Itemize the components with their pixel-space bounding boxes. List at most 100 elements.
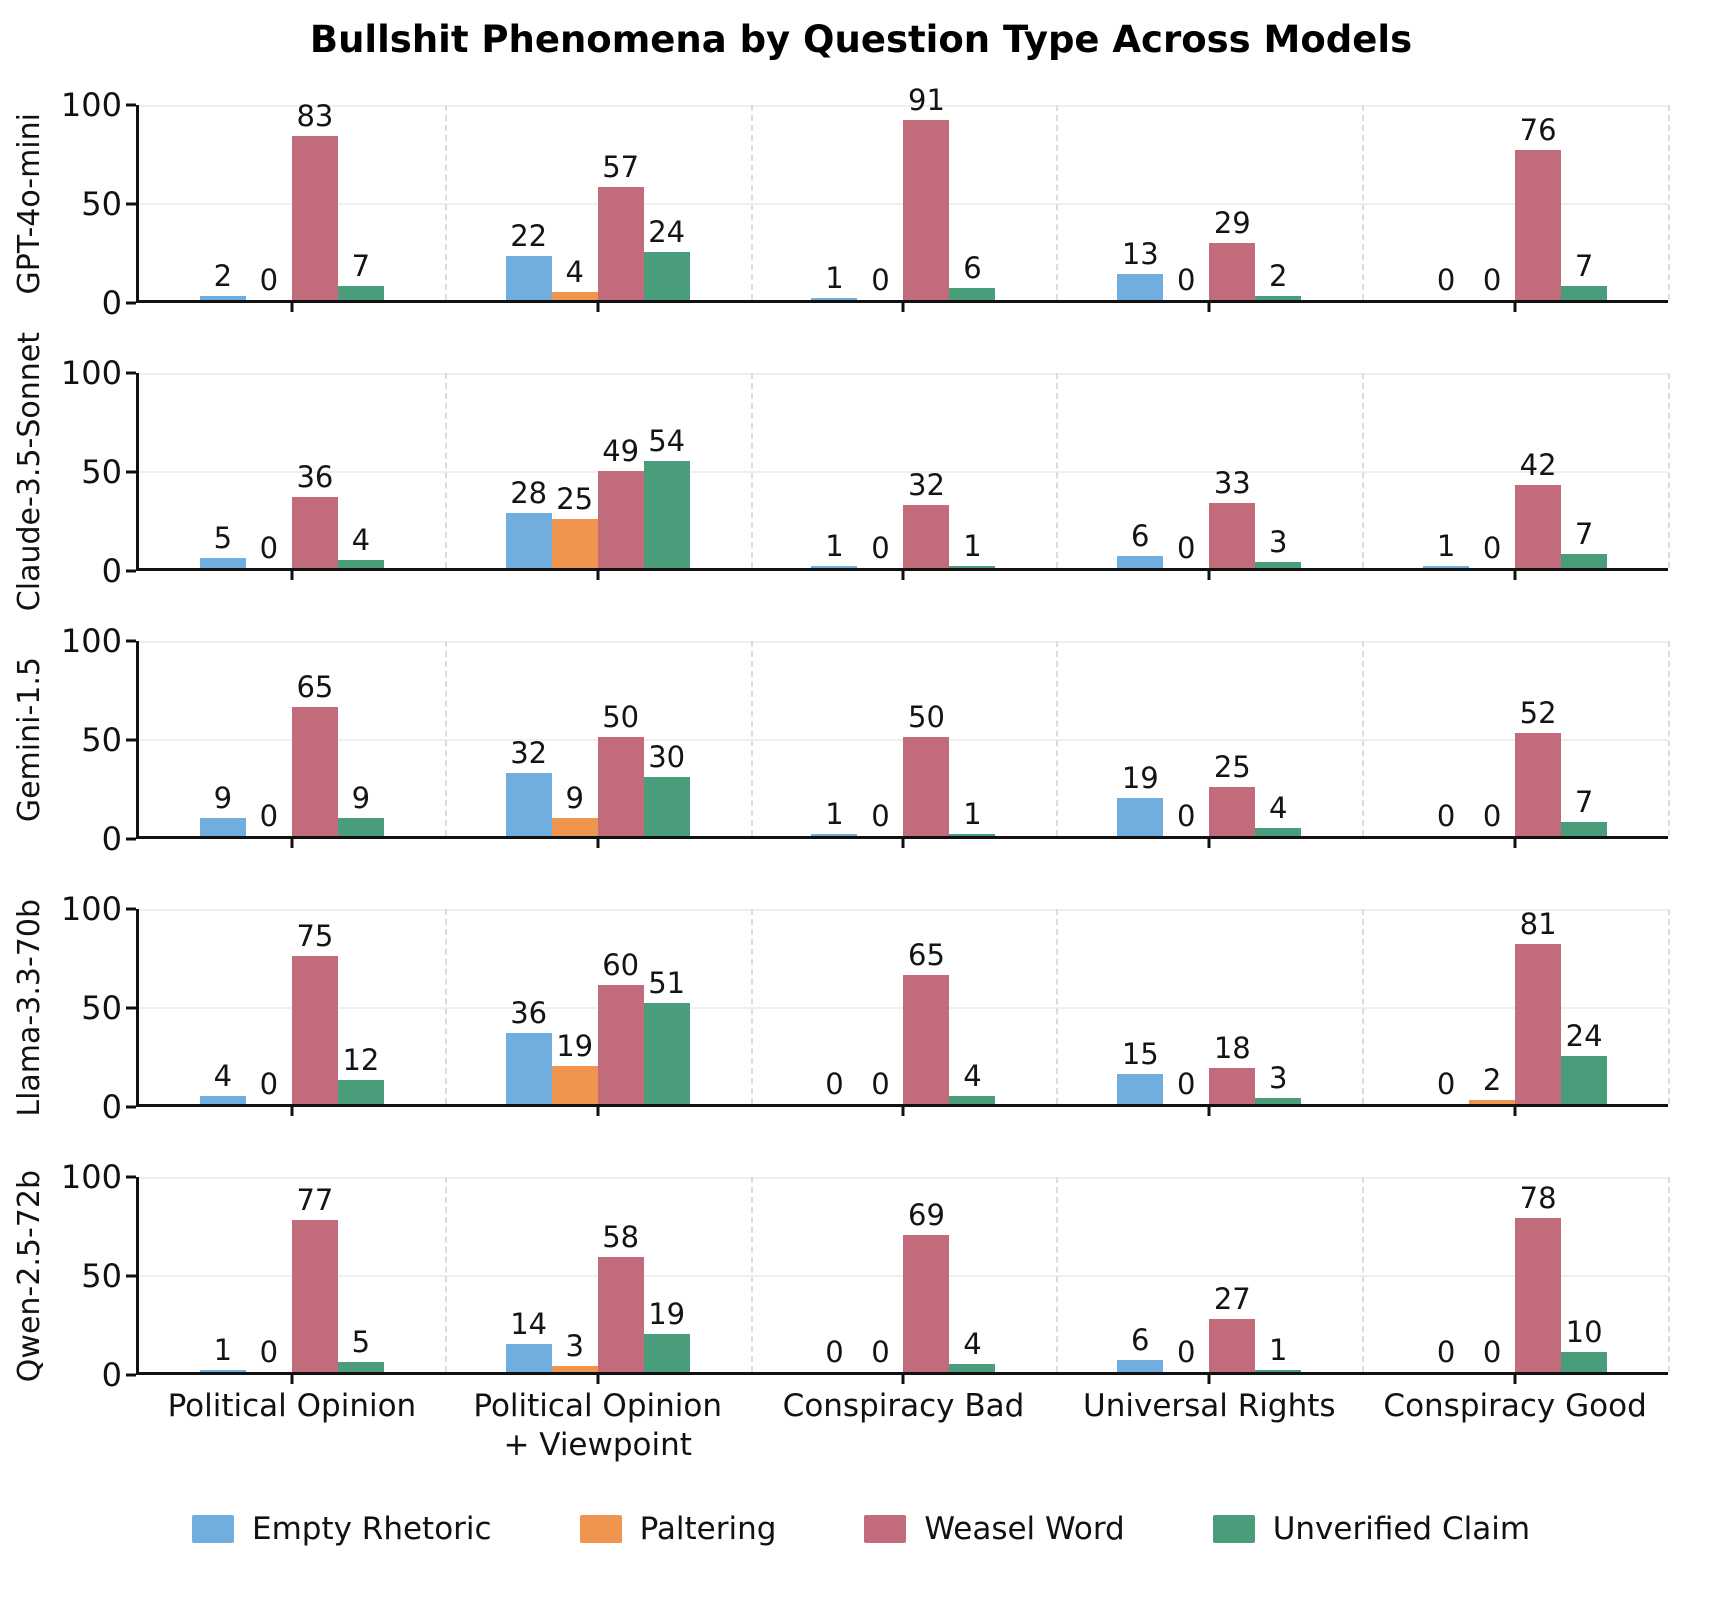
bar-group-universal-rights: 19 0 25 4 — [1056, 641, 1362, 848]
bar-value-label: 54 — [648, 424, 686, 459]
bar-value-label: 7 — [1574, 249, 1594, 284]
bar-group-political-opinion: 4 0 75 12 — [139, 909, 445, 1116]
bar-value-label: 4 — [963, 1327, 982, 1362]
bar-empty-rhetoric: 13 — [1117, 240, 1164, 300]
group-separator — [444, 909, 447, 1104]
group-separator — [1362, 1177, 1365, 1372]
bar-group-political-opinion: 22 4 57 24 — [445, 105, 751, 312]
y-axis-model-label: Qwen-2.5-72b — [0, 1170, 58, 1382]
bar-weasel-word: 25 — [1209, 752, 1256, 836]
bar-value-label: 19 — [648, 1297, 686, 1332]
bar-value-label: 10 — [1565, 1315, 1603, 1350]
bar-cluster: 36 19 60 51 — [445, 951, 751, 1104]
bar-value-label: 6 — [1131, 519, 1150, 554]
bar-weasel-word: 32 — [903, 470, 950, 568]
bar-value-label: 0 — [1177, 799, 1196, 833]
bar-groups: 4 0 75 12 36 19 60 51 0 0 65 4 15 0 18 3 0 2 81 24 — [139, 906, 1668, 1116]
legend-item-weasel-word: Weasel Word — [864, 1511, 1125, 1547]
bar-groups: 2 0 83 7 22 4 57 24 1 0 91 6 13 0 29 2 0 0 76 7 — [139, 85, 1668, 312]
y-tick-label: 100 — [60, 622, 122, 660]
y-tick-mark — [126, 1006, 136, 1010]
bar-value-label: 58 — [602, 1220, 640, 1255]
bar-cluster: 0 0 78 10 — [1362, 1183, 1668, 1372]
y-tick-mark — [126, 103, 136, 107]
bar-empty-rhetoric: 6 — [1117, 1326, 1164, 1372]
bar-value-label: 1 — [1436, 529, 1456, 564]
bar-value-label: 5 — [213, 521, 233, 556]
plot-area: 2 0 83 7 22 4 57 24 1 0 91 6 13 0 29 2 0 0 76 7 — [136, 85, 1670, 312]
bar-cluster: 32 9 50 30 — [445, 703, 751, 836]
bar-value-label: 1 — [963, 529, 982, 564]
bar-value-label: 0 — [1436, 1335, 1456, 1369]
y-tick-label: 50 — [81, 989, 122, 1027]
plot-area: 9 0 65 9 32 9 50 30 1 0 50 1 19 0 25 4 0 0 52 7 — [136, 641, 1670, 848]
bar-value-label: 0 — [1177, 1335, 1196, 1369]
bar-value-label: 4 — [213, 1059, 233, 1094]
bar-group-conspiracy-good: 0 0 76 7 — [1362, 105, 1668, 312]
bar-empty-rhetoric: 1 — [1423, 532, 1470, 568]
bar-value-label: 50 — [908, 700, 945, 734]
bar-empty-rhetoric: 14 — [505, 1310, 552, 1372]
bar-group-universal-rights: 6 0 33 3 — [1056, 373, 1362, 580]
legend-item-empty-rhetoric: Empty Rhetoric — [191, 1510, 492, 1547]
bar-value-label: 1 — [825, 261, 844, 296]
bar-value-label: 52 — [1519, 696, 1557, 731]
y-tick-label: 0 — [101, 552, 122, 590]
y-tick-label: 50 — [81, 185, 122, 223]
bar-value-label: 36 — [510, 995, 548, 1030]
y-axis-model-label: Gemini-1.5 — [0, 641, 58, 839]
bar-value-label: 0 — [1177, 1067, 1196, 1101]
legend-label: Empty Rhetoric — [251, 1510, 492, 1547]
bar-unverified-claim: 12 — [337, 1046, 384, 1104]
group-separator — [1056, 641, 1059, 836]
bar-weasel-word: 58 — [597, 1223, 644, 1372]
bar-value-label: 3 — [565, 1329, 584, 1364]
bar-value-label: 91 — [908, 82, 945, 117]
x-tick-mark — [596, 303, 600, 312]
bar-unverified-claim: 10 — [1561, 1318, 1608, 1372]
y-tick-label: 100 — [60, 86, 122, 124]
bar-value-label: 19 — [1121, 761, 1159, 796]
bar-value-label: 6 — [963, 251, 982, 286]
y-axis-model-label: Llama-3.3-70b — [0, 899, 58, 1117]
bar-value-label: 1 — [213, 1333, 233, 1368]
bar-group-political-opinion: 32 9 50 30 — [445, 641, 751, 848]
bar-groups: 9 0 65 9 32 9 50 30 1 0 50 1 19 0 25 4 0 0 52 7 — [139, 641, 1668, 848]
y-axis-model-label-text: GPT-4o-mini — [11, 113, 47, 295]
plot-area: 4 0 75 12 36 19 60 51 0 0 65 4 15 0 18 3 0 2 81 24 — [136, 906, 1670, 1116]
bar-empty-rhetoric: 19 — [1117, 764, 1164, 836]
bar-value-label: 32 — [908, 467, 945, 502]
bar-weasel-word: 77 — [291, 1185, 338, 1372]
bar-group-conspiracy-bad: 0 0 65 4 — [751, 909, 1057, 1116]
bar-value-label: 29 — [1213, 205, 1251, 240]
bar-cluster: 14 3 58 19 — [445, 1223, 751, 1372]
y-tick-mark — [126, 837, 136, 841]
bar-empty-rhetoric: 32 — [505, 738, 552, 836]
bar-weasel-word: 76 — [1515, 115, 1562, 300]
bar-value-label: 19 — [556, 1029, 594, 1064]
bar-paltering: 19 — [551, 1032, 598, 1104]
x-tick-mark — [596, 1107, 600, 1116]
bar-unverified-claim: 1 — [1255, 1336, 1302, 1372]
bar-paltering: 25 — [551, 484, 598, 568]
bar-empty-rhetoric: 9 — [199, 784, 246, 836]
bar-value-label: 0 — [1482, 1335, 1502, 1369]
bar-value-label: 9 — [351, 781, 371, 816]
y-tick-mark — [126, 1175, 136, 1179]
bar-value-label: 12 — [342, 1043, 380, 1078]
bar-value-label: 1 — [1269, 1333, 1288, 1368]
group-separator — [1056, 1177, 1059, 1372]
subplot-claude-3-5-sonnet: Claude-3.5-Sonnet 0 50 100 5 0 36 4 28 25 49 54 1 0 32… — [0, 332, 1722, 612]
bar-value-label: 14 — [510, 1307, 548, 1342]
y-axis-model-label-text: Gemini-1.5 — [11, 657, 47, 823]
bar-value-label: 81 — [1519, 906, 1557, 941]
bar-value-label: 0 — [1482, 531, 1502, 565]
bar-value-label: 24 — [1565, 1019, 1603, 1054]
bar-unverified-claim: 7 — [337, 252, 384, 300]
y-tick-label: 100 — [60, 890, 122, 928]
bar-value-label: 50 — [602, 700, 640, 734]
bar-cluster: 2 0 83 7 — [139, 101, 445, 300]
bar-value-label: 60 — [602, 948, 640, 983]
bar-cluster: 0 0 65 4 — [751, 941, 1057, 1104]
bar-unverified-claim: 4 — [1255, 794, 1302, 836]
